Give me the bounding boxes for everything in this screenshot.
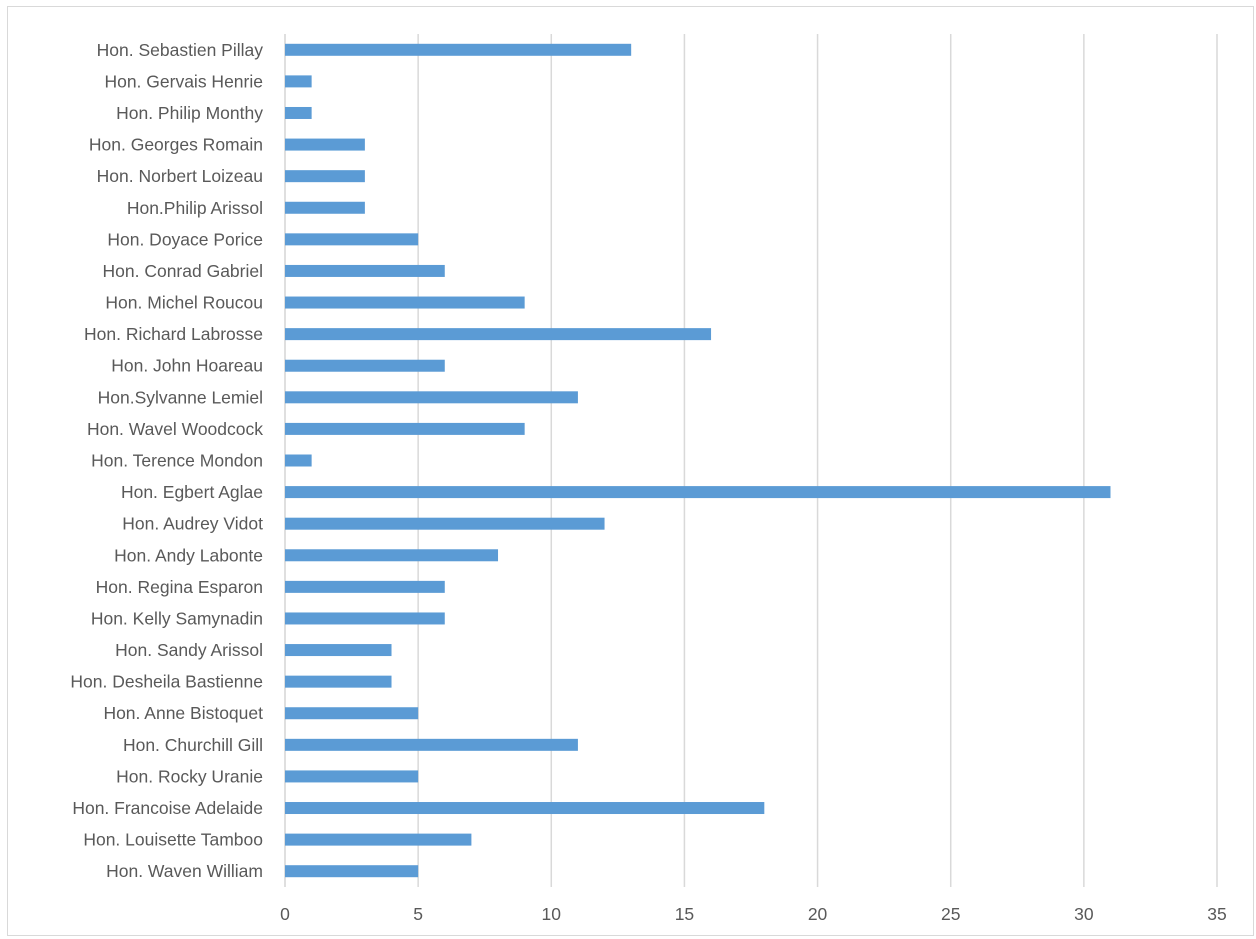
bar <box>285 75 312 88</box>
bar <box>285 580 445 593</box>
bar <box>285 517 605 530</box>
category-label: Hon. Sebastien Pillay <box>97 40 264 60</box>
category-label: Hon. Kelly Samynadin <box>91 608 263 628</box>
category-label: Hon. Desheila Bastienne <box>70 672 263 692</box>
x-tick-label: 10 <box>542 904 562 924</box>
category-label: Hon. Norbert Loizeau <box>97 166 263 186</box>
category-label: Hon. John Hoareau <box>111 356 263 376</box>
x-tick-label: 5 <box>413 904 423 924</box>
bar <box>285 233 419 246</box>
bar <box>285 170 365 183</box>
bar <box>285 865 419 878</box>
x-tick-label: 0 <box>280 904 290 924</box>
category-label: Hon. Regina Esparon <box>96 577 263 597</box>
bar <box>285 707 419 720</box>
x-tick-label: 30 <box>1074 904 1094 924</box>
category-label: Hon. Doyace Porice <box>107 229 263 249</box>
bar <box>285 359 445 372</box>
bar <box>285 296 525 309</box>
x-tick-label: 25 <box>941 904 960 924</box>
x-tick-label: 35 <box>1207 904 1226 924</box>
bar <box>285 549 499 562</box>
category-label: Hon. Francoise Adelaide <box>72 798 263 818</box>
category-label: Hon. Michel Roucou <box>105 293 263 313</box>
bar <box>285 802 765 815</box>
category-label: Hon. Churchill Gill <box>123 735 263 755</box>
bar <box>285 738 578 751</box>
chart-frame: Hon. Sebastien Pillay Hon. Gervais Henrie… <box>7 6 1254 936</box>
bar <box>285 106 312 119</box>
category-label: Hon. Anne Bistoquet <box>103 703 263 723</box>
category-label: Hon. Audrey Vidot <box>122 514 263 534</box>
bar <box>285 201 365 214</box>
bar <box>285 675 392 688</box>
category-label: Hon. Georges Romain <box>89 135 263 155</box>
category-label: Hon. Sandy Arissol <box>115 640 263 660</box>
category-label: Hon. Louisette Tamboo <box>83 830 263 850</box>
category-label: Hon. Waven William <box>106 861 263 881</box>
bar <box>285 770 419 783</box>
category-label: Hon. Andy Labonte <box>114 545 263 565</box>
bar <box>285 454 312 467</box>
bar <box>285 391 578 404</box>
category-label: Hon. Terence Mondon <box>91 451 263 471</box>
bar <box>285 486 1111 499</box>
category-label: Hon. Richard Labrosse <box>84 324 263 344</box>
category-label: Hon. Gervais Henrie <box>104 71 263 91</box>
category-label: Hon. Wavel Woodcock <box>87 419 263 439</box>
bar <box>285 264 445 277</box>
category-label: Hon. Philip Monthy <box>116 103 263 123</box>
bar <box>285 833 472 846</box>
x-tick-label: 20 <box>808 904 828 924</box>
bar-chart: Hon. Sebastien Pillay Hon. Gervais Henrie… <box>70 34 1227 924</box>
bar <box>285 612 445 625</box>
bar <box>285 138 365 151</box>
category-label: Hon.Sylvanne Lemiel <box>98 387 263 407</box>
category-label: Hon. Egbert Aglae <box>121 482 263 502</box>
category-label: Hon. Rocky Uranie <box>116 766 263 786</box>
bar <box>285 644 392 657</box>
category-label: Hon.Philip Arissol <box>127 198 263 218</box>
bar <box>285 328 712 341</box>
bar <box>285 43 632 56</box>
category-label: Hon. Conrad Gabriel <box>103 261 264 281</box>
x-tick-label: 15 <box>675 904 694 924</box>
bar <box>285 422 525 435</box>
